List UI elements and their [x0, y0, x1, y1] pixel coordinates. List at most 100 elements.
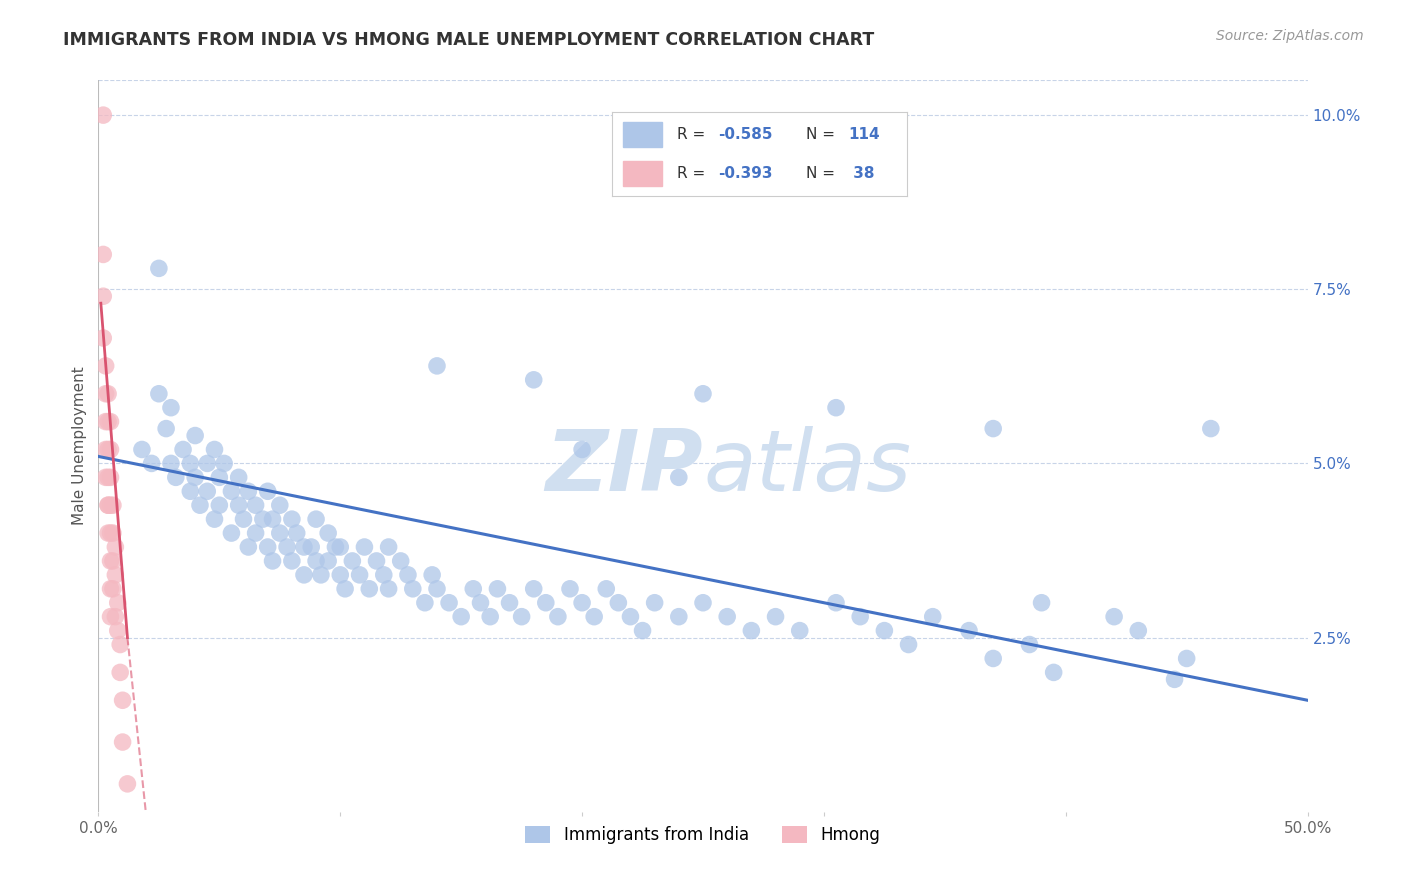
Point: [276, 540, 298, 554]
Point: [238, 484, 260, 499]
Point: [668, 470, 690, 484]
Point: [100, 554, 122, 568]
Point: [1128, 624, 1150, 638]
Point: [342, 554, 364, 568]
Point: [245, 498, 267, 512]
Point: [179, 457, 201, 471]
Point: [981, 651, 1004, 665]
Point: [221, 484, 243, 499]
Point: [208, 498, 231, 512]
Y-axis label: Male Unemployment: Male Unemployment: [72, 367, 87, 525]
Text: N =: N =: [807, 166, 841, 181]
Point: [498, 596, 520, 610]
Point: [100, 498, 122, 512]
Point: [101, 554, 124, 568]
Text: 114: 114: [848, 127, 879, 142]
Point: [155, 421, 177, 435]
Point: [305, 512, 328, 526]
Point: [921, 609, 943, 624]
Point: [316, 554, 339, 568]
Point: [547, 609, 569, 624]
Point: [849, 609, 872, 624]
Point: [377, 540, 399, 554]
Point: [426, 582, 449, 596]
Point: [716, 609, 738, 624]
Point: [104, 567, 127, 582]
Point: [523, 582, 546, 596]
Point: [184, 428, 207, 442]
Point: [97, 386, 120, 401]
Point: [1175, 651, 1198, 665]
Point: [353, 540, 375, 554]
Point: [204, 442, 226, 457]
Point: [571, 442, 593, 457]
Point: [195, 457, 218, 471]
Point: [292, 567, 315, 582]
Text: Source: ZipAtlas.com: Source: ZipAtlas.com: [1216, 29, 1364, 43]
Point: [281, 554, 304, 568]
Point: [252, 512, 274, 526]
Point: [470, 596, 492, 610]
Point: [256, 484, 278, 499]
Point: [148, 261, 170, 276]
Point: [228, 498, 250, 512]
Point: [359, 582, 381, 596]
Point: [1102, 609, 1125, 624]
Point: [981, 421, 1004, 435]
Point: [107, 596, 129, 610]
Point: [212, 457, 235, 471]
Point: [668, 609, 690, 624]
Point: [262, 554, 284, 568]
Point: [534, 596, 557, 610]
Point: [232, 512, 254, 526]
Point: [377, 582, 399, 596]
Point: [100, 526, 122, 541]
Point: [104, 540, 127, 554]
Point: [100, 582, 122, 596]
Point: [172, 442, 194, 457]
Point: [486, 582, 509, 596]
Text: IMMIGRANTS FROM INDIA VS HMONG MALE UNEMPLOYMENT CORRELATION CHART: IMMIGRANTS FROM INDIA VS HMONG MALE UNEM…: [63, 31, 875, 49]
Point: [396, 567, 419, 582]
Point: [104, 609, 127, 624]
Point: [463, 582, 485, 596]
Bar: [623, 161, 662, 186]
Point: [329, 567, 352, 582]
Text: N =: N =: [807, 127, 841, 142]
Point: [97, 470, 120, 484]
Point: [188, 498, 211, 512]
Point: [91, 108, 114, 122]
Point: [91, 289, 114, 303]
Point: [269, 498, 291, 512]
Point: [571, 596, 593, 610]
Point: [101, 526, 124, 541]
Point: [366, 554, 388, 568]
Point: [825, 401, 848, 415]
Text: atlas: atlas: [703, 426, 911, 509]
Point: [373, 567, 395, 582]
Point: [789, 624, 811, 638]
Point: [1163, 673, 1185, 687]
Point: [94, 442, 117, 457]
Point: [228, 470, 250, 484]
Point: [117, 777, 139, 791]
Point: [221, 526, 243, 541]
Point: [141, 457, 163, 471]
Point: [100, 609, 122, 624]
Point: [450, 609, 472, 624]
Point: [316, 526, 339, 541]
Point: [583, 609, 606, 624]
Point: [631, 624, 654, 638]
Point: [208, 470, 231, 484]
Point: [437, 596, 460, 610]
Point: [389, 554, 412, 568]
Point: [111, 735, 134, 749]
Point: [100, 415, 122, 429]
Point: [349, 567, 371, 582]
Text: -0.585: -0.585: [718, 127, 772, 142]
Point: [825, 596, 848, 610]
Point: [333, 582, 356, 596]
Point: [184, 470, 207, 484]
Point: [897, 638, 920, 652]
Point: [100, 470, 122, 484]
